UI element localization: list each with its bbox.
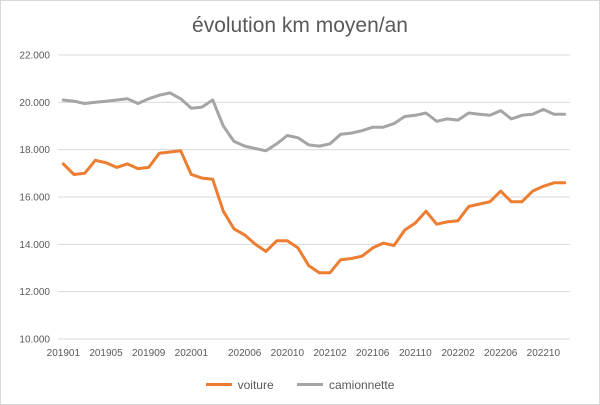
x-tick-label: 202006 (228, 348, 262, 359)
y-tick-label: 16.000 (19, 193, 50, 204)
x-tick-label: 202202 (441, 348, 475, 359)
series-line-voiture (61, 149, 567, 275)
x-tick-label: 201901 (47, 348, 81, 359)
legend-item-voiture: voiture (205, 377, 274, 392)
chart-title: évolution km moyen/an (192, 14, 408, 37)
legend-swatch-camionnette (297, 383, 323, 386)
legend-item-camionnette: camionnette (297, 378, 394, 392)
legend: voiture camionnette (0, 375, 600, 392)
x-tick-label: 202102 (313, 348, 347, 359)
x-tick-label: 202110 (399, 348, 432, 359)
y-tick-label: 10.000 (19, 335, 50, 346)
y-tick-label: 14.000 (19, 240, 50, 251)
x-tick-label: 202210 (527, 348, 561, 359)
x-tick-label: 201905 (89, 348, 123, 359)
y-tick-label: 12.000 (19, 287, 50, 298)
legend-swatch-voiture (205, 383, 232, 386)
y-tick-label: 20.000 (19, 98, 50, 109)
series-line-camionnette (61, 91, 567, 153)
x-tick-label: 201909 (132, 348, 166, 359)
x-tick-label: 202106 (356, 348, 390, 359)
legend-label-camionnette: camionnette (329, 377, 395, 392)
y-tick-label: 22.000 (19, 51, 50, 62)
x-tick-label: 202010 (271, 348, 305, 359)
legend-label-voiture: voiture (237, 377, 274, 392)
x-tick-label: 202206 (484, 348, 518, 359)
y-tick-label: 18.000 (19, 145, 50, 156)
x-tick-label: 202001 (175, 348, 209, 359)
